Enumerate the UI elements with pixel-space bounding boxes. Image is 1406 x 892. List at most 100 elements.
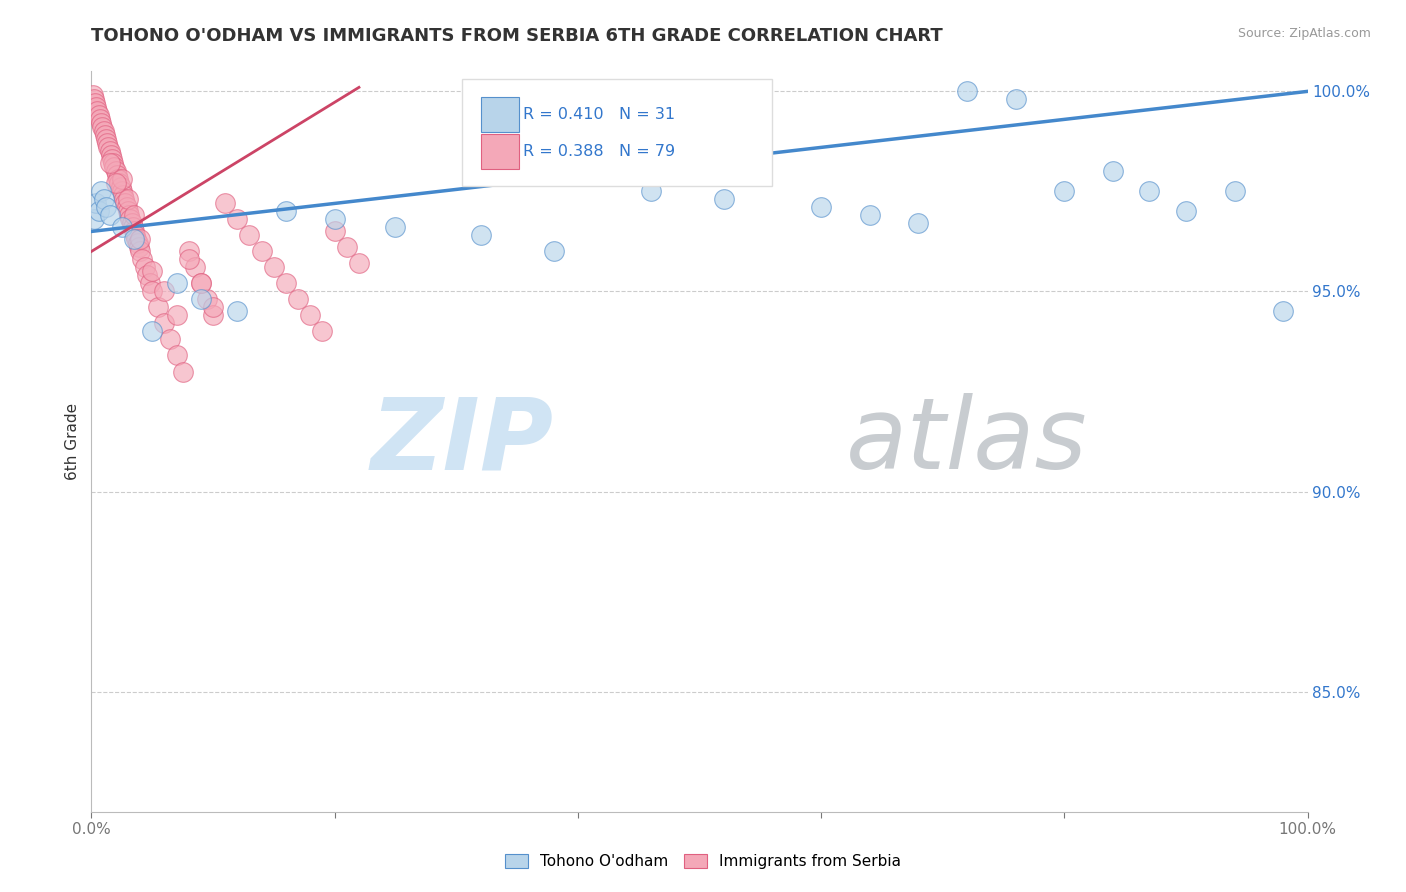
Point [98, 145, 121, 159]
Point [1004, 92, 1026, 106]
Point [134, 260, 156, 275]
Point [121, 220, 143, 235]
Point [347, 256, 370, 270]
Point [202, 309, 225, 323]
Point [84, 100, 107, 114]
Point [82, 88, 104, 103]
Point [323, 224, 346, 238]
Point [107, 172, 129, 186]
Point [250, 244, 273, 259]
Point [177, 244, 200, 259]
Point [177, 252, 200, 267]
Point [226, 304, 249, 318]
Point [103, 156, 125, 170]
Point [101, 153, 124, 167]
Point [238, 228, 260, 243]
Y-axis label: 6th Grade: 6th Grade [65, 403, 80, 480]
Point [87, 204, 110, 219]
Point [90, 116, 112, 130]
Point [127, 236, 149, 251]
Point [136, 268, 159, 283]
Point [83, 212, 105, 227]
Point [141, 264, 163, 278]
Point [263, 260, 285, 275]
Point [141, 325, 163, 339]
Point [226, 212, 249, 227]
Point [311, 325, 333, 339]
Point [86, 104, 108, 119]
Point [89, 112, 111, 127]
Point [1139, 185, 1161, 199]
Point [190, 277, 212, 291]
Point [153, 317, 176, 331]
Point [83, 92, 105, 106]
Point [129, 244, 152, 259]
FancyBboxPatch shape [481, 134, 519, 169]
Point [104, 177, 127, 191]
Point [98, 209, 121, 223]
Point [287, 293, 309, 307]
Point [94, 128, 117, 143]
Point [91, 120, 114, 135]
FancyBboxPatch shape [463, 78, 772, 186]
Point [384, 220, 406, 235]
Point [810, 201, 832, 215]
Point [94, 201, 117, 215]
Point [274, 204, 297, 219]
Text: R = 0.388   N = 79: R = 0.388 N = 79 [523, 144, 675, 159]
Point [94, 132, 117, 146]
Point [117, 204, 139, 219]
Point [114, 196, 136, 211]
Point [184, 260, 207, 275]
Point [1102, 164, 1125, 178]
Point [166, 309, 188, 323]
Point [274, 277, 297, 291]
Point [118, 209, 141, 223]
Point [166, 277, 188, 291]
Point [93, 193, 115, 207]
Point [1223, 185, 1246, 199]
Point [111, 172, 134, 186]
Point [543, 244, 565, 259]
Point [124, 228, 146, 243]
Text: TOHONO O'ODHAM VS IMMIGRANTS FROM SERBIA 6TH GRADE CORRELATION CHART: TOHONO O'ODHAM VS IMMIGRANTS FROM SERBIA… [91, 27, 943, 45]
Point [148, 301, 170, 315]
Point [470, 228, 492, 243]
Point [84, 96, 107, 111]
Point [1175, 204, 1198, 219]
Point [141, 285, 163, 299]
Point [640, 185, 662, 199]
Point [120, 212, 142, 227]
Point [110, 180, 132, 194]
Point [93, 124, 115, 138]
Text: Source: ZipAtlas.com: Source: ZipAtlas.com [1237, 27, 1371, 40]
Point [112, 193, 135, 207]
Point [299, 309, 322, 323]
Point [129, 232, 152, 246]
Point [166, 349, 188, 363]
Point [907, 216, 929, 230]
Point [100, 148, 122, 162]
Point [159, 333, 181, 347]
Point [111, 185, 134, 199]
Point [956, 84, 979, 98]
Legend: Tohono O'odham, Immigrants from Serbia: Tohono O'odham, Immigrants from Serbia [499, 848, 907, 875]
Point [190, 293, 212, 307]
Point [713, 193, 735, 207]
Point [122, 232, 145, 246]
Point [103, 161, 125, 175]
Point [90, 185, 112, 199]
FancyBboxPatch shape [481, 96, 519, 132]
Point [202, 301, 225, 315]
Point [97, 140, 120, 154]
Point [115, 201, 138, 215]
Point [104, 164, 127, 178]
Text: ZIP: ZIP [371, 393, 554, 490]
Point [172, 364, 194, 378]
Point [214, 196, 236, 211]
Point [117, 193, 139, 207]
Point [125, 232, 148, 246]
Point [122, 209, 145, 223]
Point [1053, 185, 1076, 199]
Point [190, 277, 212, 291]
